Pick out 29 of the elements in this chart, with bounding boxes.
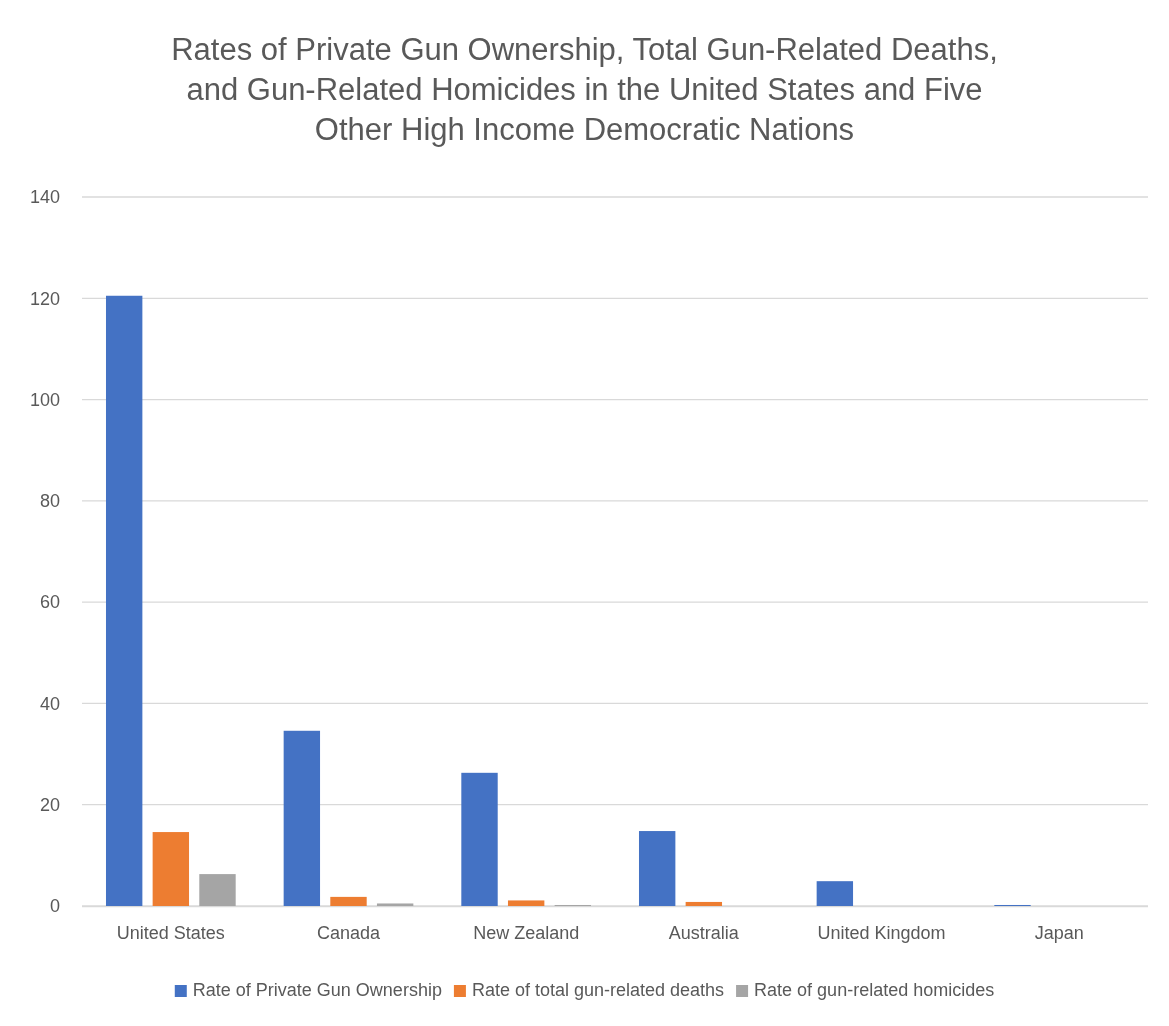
bar (376, 903, 414, 906)
bar (685, 901, 723, 906)
bar (638, 831, 676, 906)
legend-label: Rate of gun-related homicides (754, 980, 995, 1000)
y-tick-label: 120 (29, 288, 60, 309)
legend-label: Rate of Private Gun Ownership (192, 980, 442, 1000)
x-tick-label: Japan (1034, 922, 1084, 943)
y-tick-label: 40 (39, 693, 60, 714)
x-tick-label: Canada (316, 922, 382, 943)
x-tick-label: United Kingdom (817, 922, 946, 943)
bar (105, 295, 143, 906)
y-tick-label: 60 (39, 592, 60, 613)
y-tick-label: 0 (49, 896, 60, 917)
bar (816, 881, 854, 906)
chart-title: Rates of Private Gun Ownership, Total Gun-Related Deaths, and Gun-Related Homicides in the United States and Five Other High Income Democratic Nations (171, 32, 998, 147)
bar (152, 832, 190, 906)
bar (283, 730, 321, 906)
legend-label: Rate of total gun-related deaths (471, 980, 725, 1000)
bar (199, 874, 236, 906)
y-tick-label: 100 (29, 389, 60, 410)
y-tick-label: 140 (29, 187, 60, 208)
bar (507, 900, 545, 906)
y-tick-label: 80 (39, 491, 60, 512)
y-tick-label: 20 (39, 794, 60, 815)
x-tick-label: New Zealand (473, 922, 580, 943)
x-tick-label: United States (116, 922, 225, 943)
bar (330, 896, 367, 906)
x-tick-label: Australia (668, 922, 740, 943)
bar (461, 772, 498, 906)
